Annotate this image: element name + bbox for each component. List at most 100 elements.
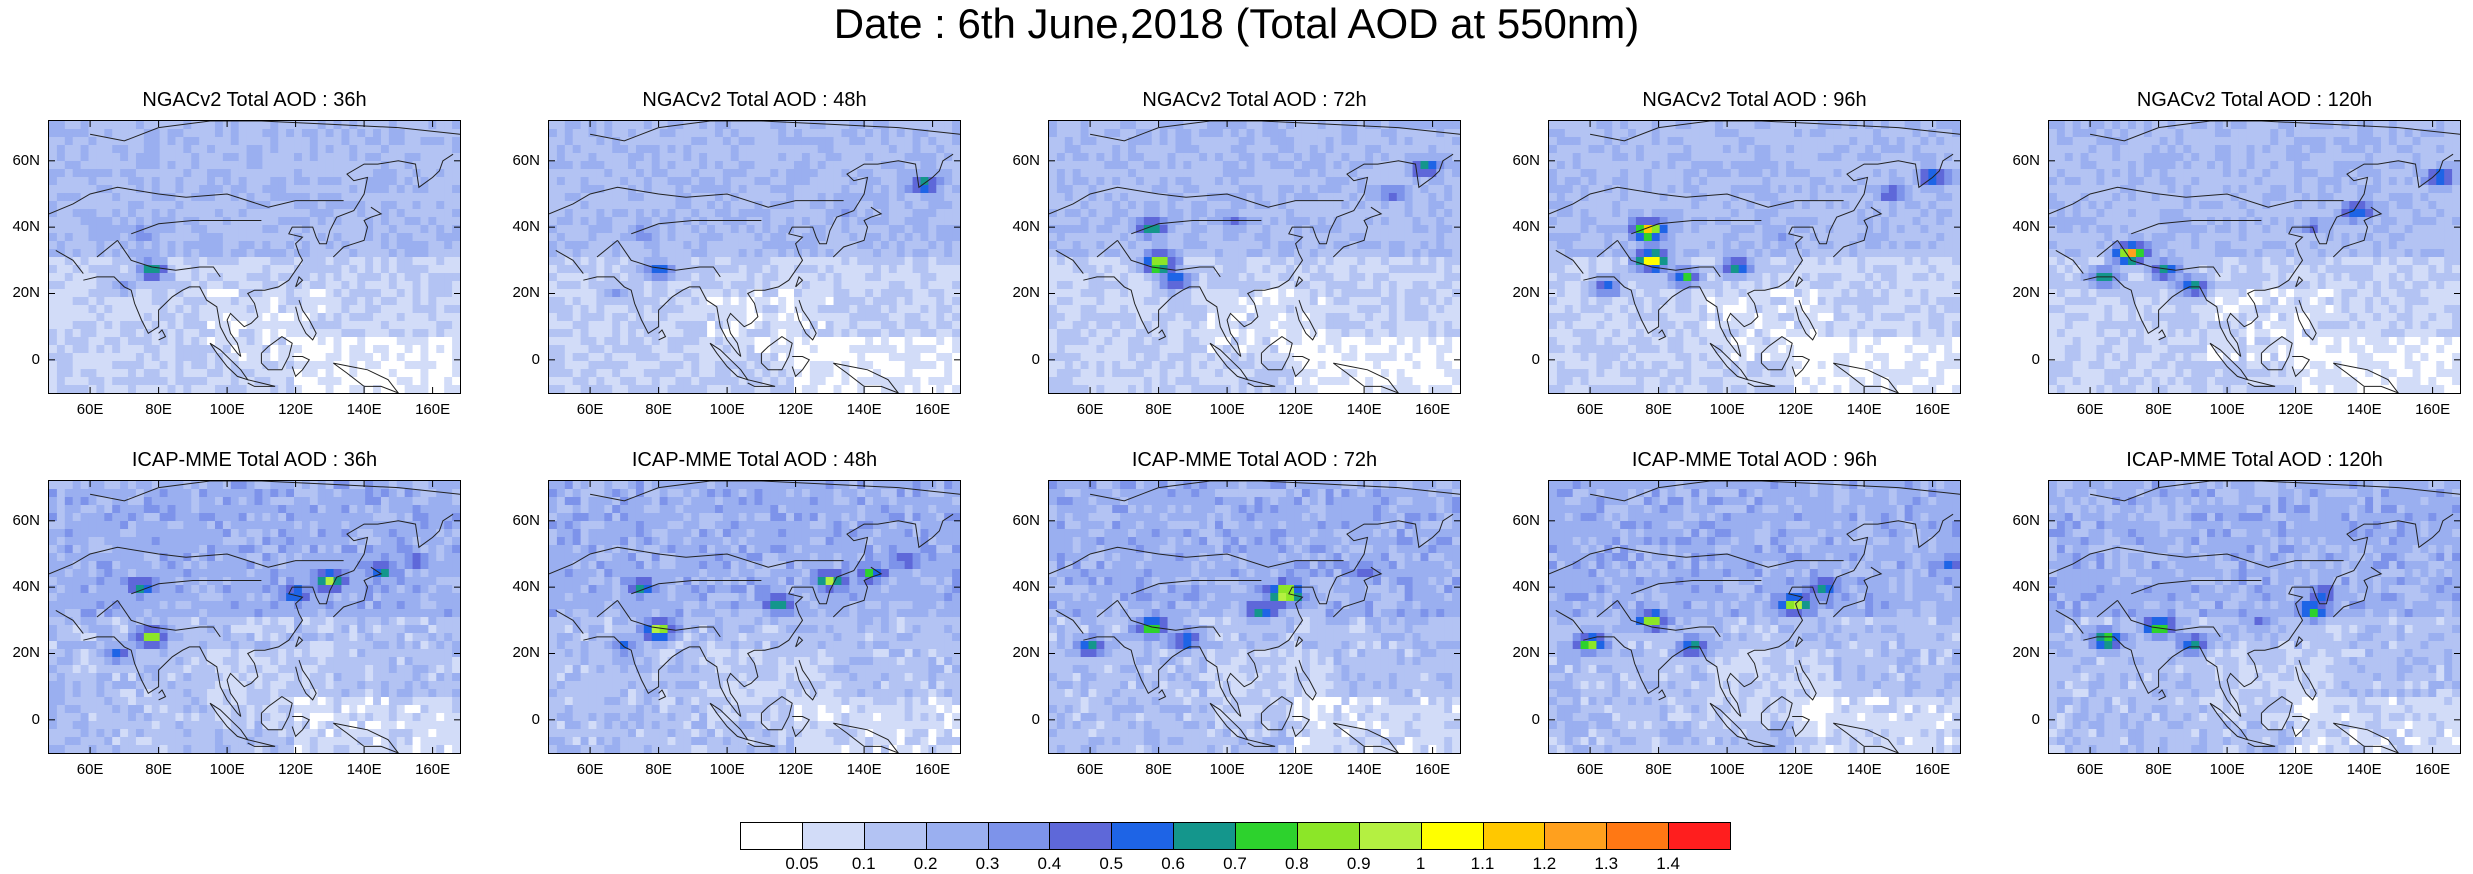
coastline bbox=[1631, 220, 1762, 235]
colorbar-swatch bbox=[925, 822, 989, 850]
x-tick-label: 160E bbox=[2415, 401, 2451, 418]
aod-grid bbox=[1549, 121, 1960, 393]
x-tick-label: 80E bbox=[1145, 761, 1172, 778]
coastline bbox=[1083, 276, 1242, 357]
coastline bbox=[1726, 153, 1954, 357]
x-tick-label: 140E bbox=[346, 761, 382, 778]
x-tick-label: 60E bbox=[2076, 401, 2104, 418]
aod-grid bbox=[1049, 481, 1460, 753]
coastline bbox=[617, 240, 721, 278]
y-tick-label: 20N bbox=[12, 284, 40, 302]
coastline bbox=[1795, 636, 1804, 648]
x-tick-label: 120E bbox=[1278, 761, 1314, 778]
aod-grid bbox=[49, 481, 460, 753]
colorbar-swatch bbox=[1606, 822, 1670, 850]
coastline bbox=[1549, 546, 1844, 575]
coastline bbox=[2295, 276, 2304, 288]
coastline bbox=[2291, 356, 2311, 378]
x-tick-label: 140E bbox=[346, 401, 382, 418]
coastline bbox=[1295, 659, 1317, 701]
panel-title: ICAP-MME Total AOD : 36h bbox=[131, 449, 378, 471]
coastline bbox=[295, 659, 317, 701]
coastline bbox=[1760, 335, 1793, 371]
y-tick-label: 20N bbox=[2012, 284, 2040, 302]
panel-title: NGACv2 Total AOD : 48h bbox=[642, 89, 867, 111]
y-tick-label: 0 bbox=[2031, 710, 2040, 728]
x-tick-label: 60E bbox=[576, 401, 604, 418]
coastline bbox=[291, 356, 311, 378]
coastline bbox=[2209, 342, 2249, 381]
aod-grid bbox=[2049, 121, 2460, 393]
y-tick-label: 0 bbox=[1531, 710, 1540, 728]
aod-map bbox=[1548, 480, 1961, 754]
colorbar-label: 1.3 bbox=[1594, 854, 1619, 873]
coastline bbox=[49, 186, 344, 215]
coastline bbox=[1555, 249, 1584, 274]
coastline bbox=[1332, 566, 1383, 618]
coastline bbox=[131, 220, 262, 235]
colorbar-label: 0.2 bbox=[913, 854, 938, 873]
coastline bbox=[2090, 481, 2460, 502]
coastline bbox=[295, 299, 317, 341]
aod-map bbox=[2048, 120, 2461, 394]
coastline bbox=[832, 566, 883, 618]
aod-map bbox=[48, 120, 461, 394]
coastline bbox=[90, 121, 460, 142]
coastline bbox=[295, 276, 304, 288]
coastline bbox=[96, 240, 118, 258]
coastline bbox=[795, 636, 804, 648]
coastline bbox=[247, 739, 276, 747]
x-tick-label: 140E bbox=[1846, 761, 1882, 778]
x-tick-label: 60E bbox=[2076, 761, 2104, 778]
x-tick-label: 120E bbox=[778, 401, 814, 418]
x-tick-label: 80E bbox=[645, 401, 672, 418]
colorbar-swatch bbox=[1049, 822, 1113, 850]
colorbar-swatch bbox=[1173, 822, 1236, 850]
coastline bbox=[2226, 513, 2454, 717]
colorbar-swatch bbox=[1358, 822, 1422, 850]
y-tick-label: 40N bbox=[1512, 578, 1540, 596]
coastline bbox=[658, 689, 667, 701]
coastline bbox=[1583, 636, 1742, 717]
coastline bbox=[617, 600, 721, 638]
colorbar-label: 1.2 bbox=[1532, 854, 1557, 873]
aod-field bbox=[49, 121, 460, 393]
coastline bbox=[1158, 689, 1167, 701]
coastline bbox=[658, 329, 667, 341]
x-tick-label: 80E bbox=[145, 761, 172, 778]
colorbar-label: 0.4 bbox=[1037, 854, 1062, 873]
coastline bbox=[1791, 356, 1811, 378]
coastline bbox=[1747, 379, 1776, 387]
coastline bbox=[226, 513, 454, 717]
coastline bbox=[117, 600, 221, 638]
coastline bbox=[55, 609, 84, 634]
coastline bbox=[1131, 220, 1262, 235]
coastline bbox=[333, 362, 399, 393]
y-tick-label: 0 bbox=[531, 350, 540, 368]
colorbar-swatch bbox=[1668, 822, 1731, 850]
panel-title: ICAP-MME Total AOD : 72h bbox=[1131, 449, 1378, 471]
coastline bbox=[332, 566, 383, 618]
map-panel: ICAP-MME Total AOD : 120h 60N 40N 20N 0 60E 8… bbox=[2008, 448, 2473, 798]
coastline bbox=[549, 186, 844, 215]
colorbar-swatch bbox=[1111, 822, 1175, 850]
colorbar-label: 0.7 bbox=[1223, 854, 1247, 873]
coastline bbox=[1709, 702, 1749, 741]
x-tick-label: 100E bbox=[209, 401, 245, 418]
coastline bbox=[2247, 739, 2276, 747]
coastline bbox=[1295, 299, 1317, 341]
x-tick-label: 80E bbox=[1145, 401, 1172, 418]
x-tick-label: 140E bbox=[1846, 401, 1882, 418]
x-tick-label: 60E bbox=[1076, 401, 1104, 418]
coastline bbox=[333, 722, 399, 753]
aod-field bbox=[2049, 121, 2460, 393]
coastline bbox=[96, 600, 118, 618]
coastline bbox=[1295, 636, 1304, 648]
coastline bbox=[2083, 636, 2242, 717]
coastline bbox=[1833, 722, 1899, 753]
coastline bbox=[1247, 739, 1276, 747]
coastline bbox=[260, 335, 293, 371]
y-tick-label: 20N bbox=[512, 644, 540, 662]
coastline bbox=[1209, 702, 1249, 741]
y-tick-label: 20N bbox=[1012, 644, 1040, 662]
